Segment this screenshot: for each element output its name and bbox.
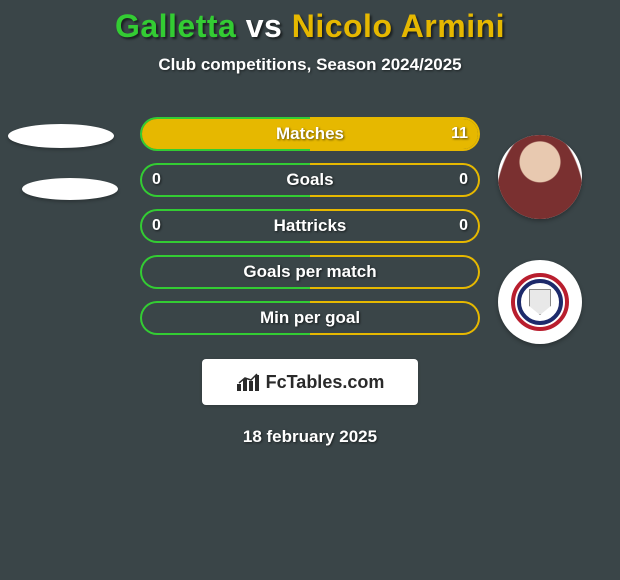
stat-value-left: 0	[152, 217, 161, 235]
stat-bar: Matches 11	[140, 117, 480, 151]
title-vs: vs	[236, 8, 291, 44]
stat-row: Min per goal	[0, 301, 620, 347]
stat-value-right: 0	[459, 171, 468, 189]
stat-label: Goals per match	[243, 262, 376, 282]
stat-label: Goals	[286, 170, 333, 190]
stat-row: Matches 11	[0, 117, 620, 163]
comparison-card: Galletta vs Nicolo Armini Club competiti…	[0, 0, 620, 447]
page-date: 18 february 2025	[0, 427, 620, 447]
page-title: Galletta vs Nicolo Armini	[0, 8, 620, 45]
title-player2: Nicolo Armini	[292, 8, 505, 44]
stat-bar: Goals per match	[140, 255, 480, 289]
stat-label: Min per goal	[260, 308, 360, 328]
subtitle: Club competitions, Season 2024/2025	[0, 55, 620, 75]
stat-value-right: 0	[459, 217, 468, 235]
stat-row: Goals 0 0	[0, 163, 620, 209]
branding-text: FcTables.com	[266, 372, 385, 393]
stat-bar: Min per goal	[140, 301, 480, 335]
stats-rows: Matches 11 Goals 0 0 Hattricks 0 0 Goals per mat…	[0, 117, 620, 347]
stat-label: Matches	[276, 124, 344, 144]
stat-bar: Hattricks 0 0	[140, 209, 480, 243]
title-player1: Galletta	[115, 8, 236, 44]
stat-row: Goals per match	[0, 255, 620, 301]
stat-value-right: 11	[451, 125, 468, 143]
stat-value-left: 0	[152, 171, 161, 189]
bar-chart-icon	[236, 372, 260, 392]
stat-bar: Goals 0 0	[140, 163, 480, 197]
stat-label: Hattricks	[274, 216, 347, 236]
branding-logo: FcTables.com	[202, 359, 418, 405]
stat-row: Hattricks 0 0	[0, 209, 620, 255]
